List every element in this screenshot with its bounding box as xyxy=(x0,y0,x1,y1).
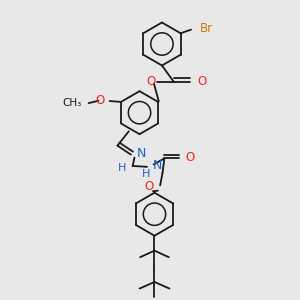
Text: O: O xyxy=(147,74,156,88)
Text: H: H xyxy=(118,163,126,173)
Text: Br: Br xyxy=(200,22,213,35)
Text: O: O xyxy=(144,180,154,193)
Text: CH₃: CH₃ xyxy=(62,98,82,108)
Text: H: H xyxy=(142,169,151,179)
Text: O: O xyxy=(197,75,206,88)
Text: O: O xyxy=(95,94,104,107)
Text: N: N xyxy=(136,147,146,160)
Text: N: N xyxy=(152,159,162,172)
Text: O: O xyxy=(186,152,195,164)
